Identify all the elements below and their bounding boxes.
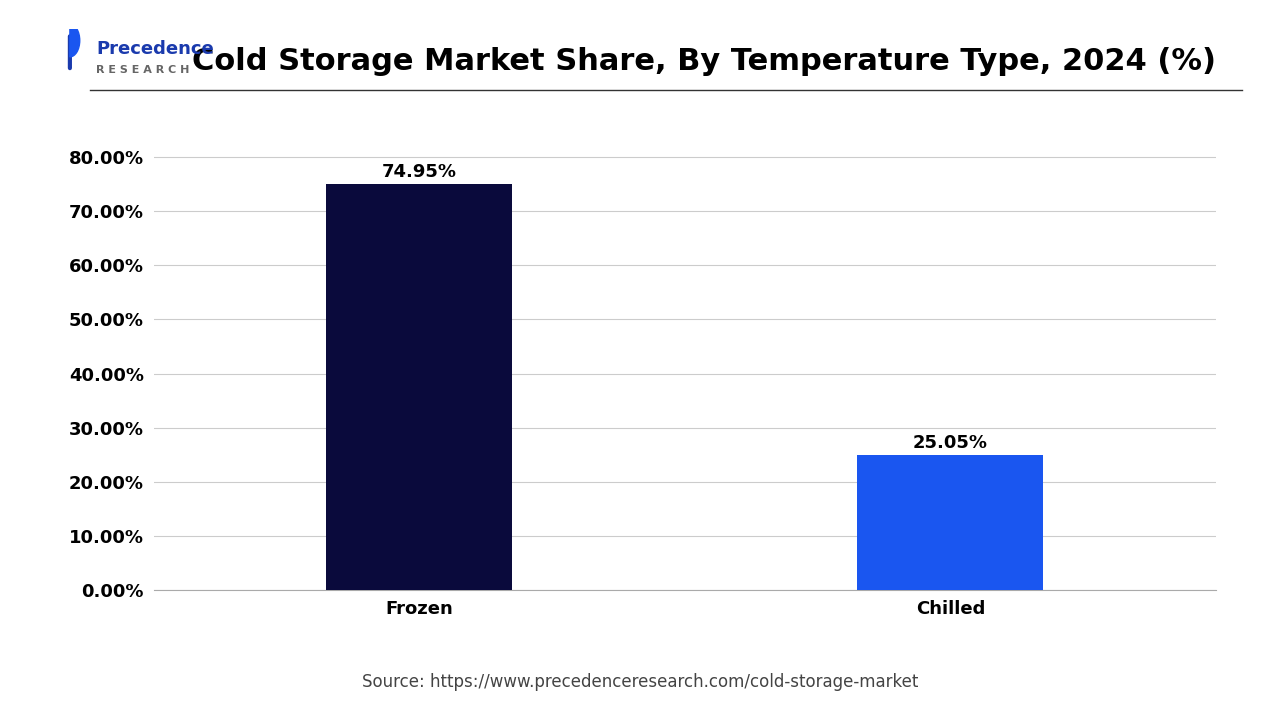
Text: Source: https://www.precedenceresearch.com/cold-storage-market: Source: https://www.precedenceresearch.c… — [362, 673, 918, 691]
Bar — [858, 454, 1043, 590]
Text: 74.95%: 74.95% — [381, 163, 457, 181]
Wedge shape — [70, 24, 79, 57]
Text: Precedence: Precedence — [96, 40, 214, 58]
Text: 25.05%: 25.05% — [913, 434, 988, 452]
Bar — [326, 184, 512, 590]
Text: Cold Storage Market Share, By Temperature Type, 2024 (%): Cold Storage Market Share, By Temperatur… — [192, 47, 1216, 76]
Text: R E S E A R C H: R E S E A R C H — [96, 65, 189, 75]
